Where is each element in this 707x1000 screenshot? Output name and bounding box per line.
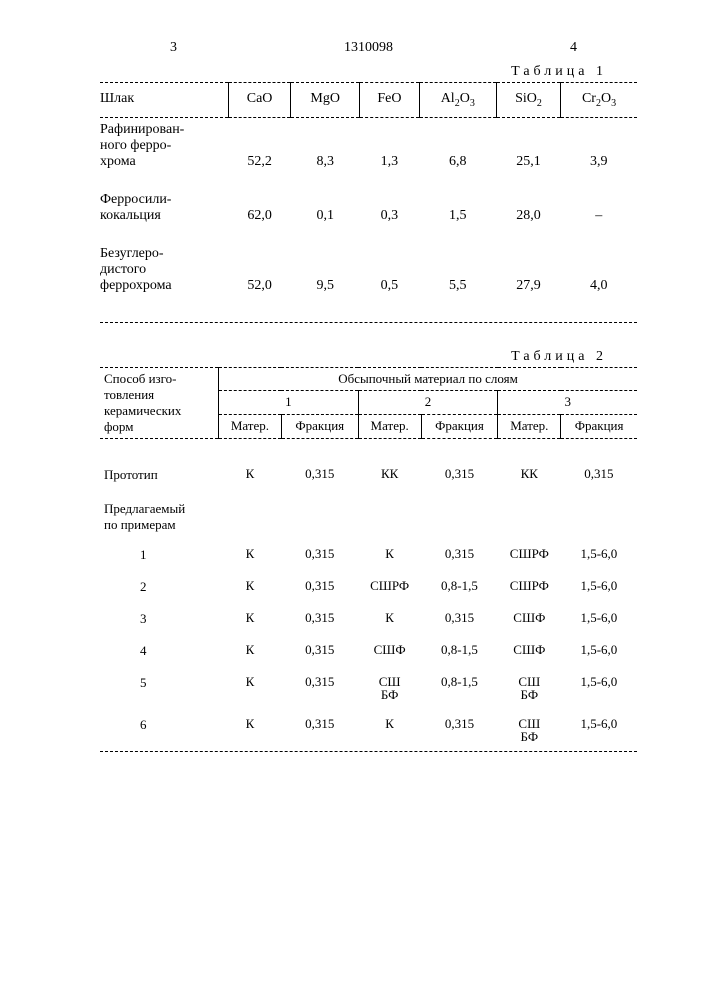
t1-cell: 25,1 [496, 117, 560, 174]
t1-cell: 0,1 [291, 188, 360, 228]
t2-cell: К [358, 709, 421, 751]
t1-col-sio2: SiO2 [496, 83, 560, 118]
header-numbers: 3 1310098 4 [100, 40, 637, 58]
t1-col-cao: CaO [229, 83, 291, 118]
t2-cell: 1,5-6,0 [561, 603, 637, 635]
t2-sub-3-frac: Фракция [561, 415, 637, 439]
t2-cell: К [219, 571, 282, 603]
t2-cell: К [358, 603, 421, 635]
t1-col-feo: FeO [360, 83, 419, 118]
t2-layer-3: 3 [498, 391, 637, 415]
t2-cell: 0,315 [421, 539, 498, 571]
t2-cell: СШФ [498, 603, 561, 635]
t2-cell: СШБФ [498, 667, 561, 709]
t2-cell: 0,315 [561, 459, 637, 491]
t1-cell: 4,0 [561, 242, 637, 298]
t2-cell: СШБФ [498, 709, 561, 751]
t2-cell: 1,5-6,0 [561, 635, 637, 667]
t2-sub-2-frac: Фракция [421, 415, 498, 439]
t1-col-cr2o3: Cr2O3 [561, 83, 637, 118]
t2-row-num: 2 [100, 571, 219, 603]
t1-cell: 0,3 [360, 188, 419, 228]
t2-cell: К [219, 603, 282, 635]
t2-row-num: 3 [100, 603, 219, 635]
t2-cell: СШФ [358, 635, 421, 667]
t2-examples-label: Предлагаемыйпо примерам [100, 491, 637, 539]
t1-cell: – [561, 188, 637, 228]
t2-cell: 0,315 [281, 459, 358, 491]
t2-row-num: 6 [100, 709, 219, 751]
doc-number: 1310098 [344, 40, 393, 56]
t2-cell: КК [358, 459, 421, 491]
t2-sub-2-mat: Матер. [358, 415, 421, 439]
t2-cell: К [219, 539, 282, 571]
t2-cell: 0,8-1,5 [421, 667, 498, 709]
t2-cell: 1,5-6,0 [561, 709, 637, 751]
table2: Способ изго-товлениякерамическихформ Обс… [100, 367, 637, 751]
table1-caption: Таблица 1 [100, 64, 607, 80]
t1-cell: 1,5 [419, 188, 496, 228]
t1-row-label: Ферросили-кокальция [100, 188, 229, 228]
t2-cell: 1,5-6,0 [561, 667, 637, 709]
t2-cell: К [219, 459, 282, 491]
t2-cell: 0,315 [421, 603, 498, 635]
t1-col-mgo: MgO [291, 83, 360, 118]
t2-prototype-label: Прототип [100, 459, 219, 491]
t1-col-al2o3: Al2O3 [419, 83, 496, 118]
t1-col-shlak: Шлак [100, 83, 229, 118]
t1-cell: 52,2 [229, 117, 291, 174]
t2-row-num: 1 [100, 539, 219, 571]
table2-caption: Таблица 2 [100, 349, 607, 365]
t2-cell: К [219, 667, 282, 709]
t2-cell: 0,315 [281, 571, 358, 603]
t1-cell: 5,5 [419, 242, 496, 298]
t1-cell: 9,5 [291, 242, 360, 298]
t2-cell: КК [498, 459, 561, 491]
t2-cell: 0,315 [281, 603, 358, 635]
t2-cell: 0,315 [421, 459, 498, 491]
t2-bottom-rule [100, 751, 637, 752]
t2-row-num: 5 [100, 667, 219, 709]
t2-cell: 0,8-1,5 [421, 635, 498, 667]
t2-cell: К [219, 709, 282, 751]
t2-cell: 0,8-1,5 [421, 571, 498, 603]
t1-cell: 62,0 [229, 188, 291, 228]
t1-cell: 8,3 [291, 117, 360, 174]
t2-cell: СШБФ [358, 667, 421, 709]
t1-row-label: Рафинирован-ного ферро-хрома [100, 117, 229, 174]
t2-cell: 1,5-6,0 [561, 539, 637, 571]
t2-left-header: Способ изго-товлениякерамическихформ [100, 367, 219, 438]
t2-cell: СШРФ [498, 539, 561, 571]
t2-cell: СШФ [498, 635, 561, 667]
t1-cell: 3,9 [561, 117, 637, 174]
t2-cell: К [219, 635, 282, 667]
t2-cell: К [358, 539, 421, 571]
t2-cell: 0,315 [421, 709, 498, 751]
t2-cell: 0,315 [281, 539, 358, 571]
t1-cell: 28,0 [496, 188, 560, 228]
t1-cell: 52,0 [229, 242, 291, 298]
t2-row-num: 4 [100, 635, 219, 667]
t2-cell: 0,315 [281, 667, 358, 709]
t2-sub-1-frac: Фракция [281, 415, 358, 439]
t1-cell: 27,9 [496, 242, 560, 298]
t2-cell: 0,315 [281, 709, 358, 751]
table1: Шлак CaO MgO FeO Al2O3 SiO2 Cr2O3 Рафини… [100, 82, 637, 312]
t2-cell: 1,5-6,0 [561, 571, 637, 603]
t2-cell: СШРФ [358, 571, 421, 603]
page-col-left: 3 [170, 40, 177, 56]
t1-cell: 0,5 [360, 242, 419, 298]
t1-row-label: Безуглеро-дистогоферрохрома [100, 242, 229, 298]
page-col-right: 4 [570, 40, 577, 56]
t2-group-header: Обсыпочный материал по слоям [219, 367, 638, 391]
t2-layer-2: 2 [358, 391, 498, 415]
t1-cell: 6,8 [419, 117, 496, 174]
t2-cell: 0,315 [281, 635, 358, 667]
t2-sub-3-mat: Матер. [498, 415, 561, 439]
t1-cell: 1,3 [360, 117, 419, 174]
page: 3 1310098 4 Таблица 1 Шлак CaO MgO FeO A… [0, 0, 707, 792]
t2-layer-1: 1 [219, 391, 359, 415]
t2-cell: СШРФ [498, 571, 561, 603]
t2-sub-1-mat: Матер. [219, 415, 282, 439]
